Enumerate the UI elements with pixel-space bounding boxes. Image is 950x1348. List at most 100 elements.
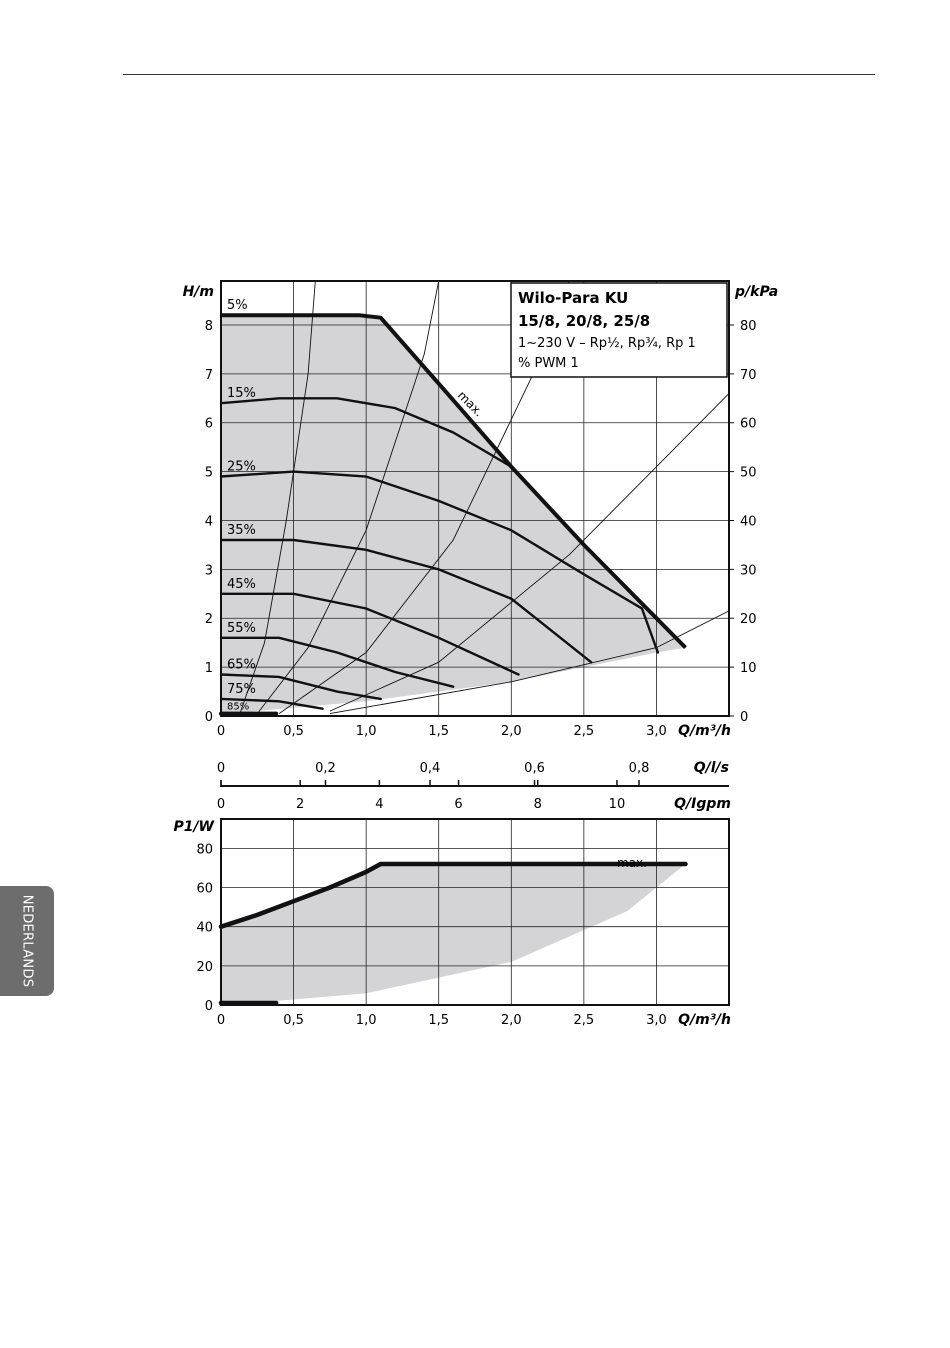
litres-per-second-axis: 0 0,2 0,4 0,6 0,8 xyxy=(217,761,729,787)
legend-subtitle-line2: % PWM 1 xyxy=(518,356,579,371)
gpm-axis-label: Q/Igpm xyxy=(674,796,731,812)
litres-tick-label: 0,8 xyxy=(629,761,650,776)
pressure-y-tick: 80 xyxy=(740,319,757,334)
head-x-tick: 2,0 xyxy=(501,724,522,739)
pressure-y-tick: 40 xyxy=(740,514,757,529)
power-curve-line xyxy=(218,861,688,929)
pressure-y-tick: 50 xyxy=(740,466,757,481)
speed-curve-line xyxy=(219,397,513,468)
pressure-y-tick: 60 xyxy=(740,417,757,432)
max-curve xyxy=(221,313,687,650)
head-y-tick: 4 xyxy=(205,514,213,529)
head-region-fill xyxy=(221,315,686,716)
legend-title-line2: 15/8, 20/8, 25/8 xyxy=(518,312,650,330)
head-x-tick: 0,5 xyxy=(283,724,304,739)
litres-tick-label: 0,6 xyxy=(524,761,545,776)
power-y-tick: 40 xyxy=(196,921,213,936)
gpm-tick-label: 2 xyxy=(296,797,304,812)
litres-tick-label: 0,4 xyxy=(420,761,441,776)
power-x-tick: 1,5 xyxy=(428,1013,449,1028)
legend-subtitle-line1: 1~230 V – Rp½, Rp¾, Rp 1 xyxy=(518,336,696,351)
speed-curve-label: 85% xyxy=(227,702,249,713)
power-y-tick: 0 xyxy=(205,999,213,1014)
speed-curve-label: 25% xyxy=(227,460,256,475)
power-x-tick: 2,5 xyxy=(574,1013,595,1028)
speed-curves: 5% 15% 25% 35% 45% 55% 65% 75% 85% xyxy=(219,298,660,716)
power-chart-grid xyxy=(220,818,730,1006)
head-x-tick: 1,0 xyxy=(356,724,377,739)
litres-tick-label: 0,2 xyxy=(315,761,336,776)
speed-curve-label: 45% xyxy=(227,577,256,592)
gpm-tick-label: 6 xyxy=(454,797,462,812)
head-x-tick: 3,0 xyxy=(646,724,667,739)
litres-axis-label: Q/l/s xyxy=(694,760,729,776)
head-x-tick: 1,5 xyxy=(428,724,449,739)
head-x-label: Q/m³/h xyxy=(678,723,731,739)
power-y-tick: 60 xyxy=(196,882,213,897)
speed-curve-label: 75% xyxy=(227,682,256,697)
pressure-y-tick: 20 xyxy=(740,612,757,627)
head-chart-ticks: 0 0,5 1,0 1,5 2,0 2,5 3,0012345678010203040506… xyxy=(205,319,757,739)
speed-curve-label: 65% xyxy=(227,657,256,672)
max-curve-line xyxy=(221,313,687,650)
language-tab: NEDERLANDS xyxy=(0,886,54,996)
power-max-label: max. xyxy=(617,856,647,870)
head-operating-region xyxy=(221,315,686,716)
power-region-fill xyxy=(221,864,686,1005)
head-x-tick: 0 xyxy=(217,724,225,739)
head-y-tick: 0 xyxy=(205,710,213,725)
head-y-tick: 5 xyxy=(205,466,213,481)
power-x-tick: 1,0 xyxy=(356,1013,377,1028)
head-y-tick: 7 xyxy=(205,368,213,383)
power-operating-region xyxy=(221,864,686,1005)
power-y-tick: 20 xyxy=(196,960,213,975)
power-frame xyxy=(220,818,730,1006)
head-x-tick: 2,5 xyxy=(574,724,595,739)
pressure-y-tick: 70 xyxy=(740,368,757,383)
head-y-label: H/m xyxy=(183,284,214,300)
head-y-tick: 6 xyxy=(205,417,213,432)
gpm-tick-label: 0 xyxy=(217,797,225,812)
speed-curve-label: 5% xyxy=(227,298,248,313)
power-x-tick: 3,0 xyxy=(646,1013,667,1028)
head-y-tick: 3 xyxy=(205,563,213,578)
speed-curve-label: 15% xyxy=(227,386,256,401)
legend-box: Wilo-Para KU 15/8, 20/8, 25/8 1~230 V – … xyxy=(510,282,728,378)
pressure-y-label: p/kPa xyxy=(734,284,778,300)
speed-curve-line xyxy=(219,592,520,676)
power-y-tick: 80 xyxy=(196,842,213,857)
power-y-label: P1/W xyxy=(173,819,214,835)
power-x-label: Q/m³/h xyxy=(678,1012,731,1028)
header-rule xyxy=(123,74,875,75)
legend-title-line1: Wilo-Para KU xyxy=(518,289,628,307)
speed-curve-line xyxy=(219,673,382,701)
power-x-tick: 2,0 xyxy=(501,1013,522,1028)
system-curve xyxy=(329,610,730,715)
power-x-tick: 0,5 xyxy=(283,1013,304,1028)
pressure-y-tick: 0 xyxy=(740,710,748,725)
speed-curve-line xyxy=(219,697,324,710)
speed-curve-line xyxy=(219,636,455,688)
imperial-gpm-axis: 0 2 4 6 8 10 xyxy=(217,780,729,812)
gpm-tick-label: 4 xyxy=(375,797,383,812)
head-y-tick: 8 xyxy=(205,319,213,334)
system-curve xyxy=(256,280,440,714)
pressure-y-tick: 30 xyxy=(740,563,757,578)
speed-curve-line xyxy=(219,470,660,654)
speed-curve-line xyxy=(219,538,593,664)
power-x-tick: 0 xyxy=(217,1013,225,1028)
head-frame xyxy=(220,280,730,717)
head-y-tick: 1 xyxy=(205,661,213,676)
litres-tick-label: 0 xyxy=(217,761,225,776)
pressure-y-tick: 10 xyxy=(740,661,757,676)
head-y-tick: 2 xyxy=(205,612,213,627)
power-curves xyxy=(218,861,688,1006)
power-chart-ticks: 0 0,5 1,0 1,5 2,0 2,5 3,0 0 20 40 60 80 xyxy=(196,842,666,1028)
gpm-tick-label: 8 xyxy=(534,797,542,812)
system-curve xyxy=(329,393,730,712)
speed-curve-label: 55% xyxy=(227,621,256,636)
speed-curve-label: 35% xyxy=(227,523,256,538)
gpm-tick-label: 10 xyxy=(609,797,626,812)
system-curve xyxy=(239,280,316,714)
